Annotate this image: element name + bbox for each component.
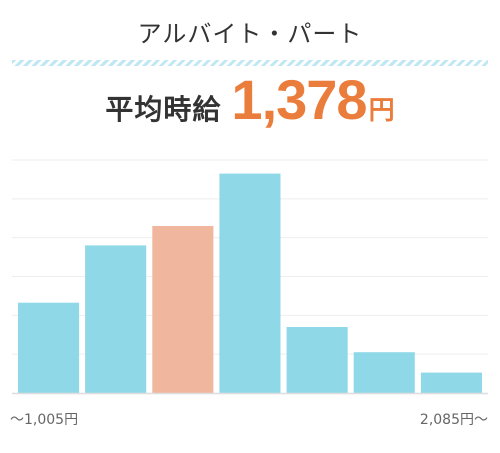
histogram-bar (353, 352, 415, 393)
average-wage: 平均時給 1,378 円 (0, 72, 500, 128)
decorative-stripe (12, 60, 488, 66)
x-axis-max-label: 2,085円～ (419, 412, 488, 428)
histogram-bar (219, 173, 281, 393)
average-wage-label: 平均時給 (105, 93, 222, 126)
wage-distribution-chart (12, 159, 488, 395)
chart-heading: アルバイト・パート (137, 20, 363, 48)
histogram-bar (286, 327, 348, 393)
histogram-bar-highlighted (152, 226, 214, 393)
histogram-bar (420, 372, 482, 393)
average-wage-unit: 円 (368, 96, 395, 126)
histogram-bar (18, 302, 80, 393)
x-axis-min-label: ～1,005円 (10, 412, 79, 428)
average-wage-value: 1,378 (231, 68, 367, 131)
histogram-bar (85, 245, 147, 393)
